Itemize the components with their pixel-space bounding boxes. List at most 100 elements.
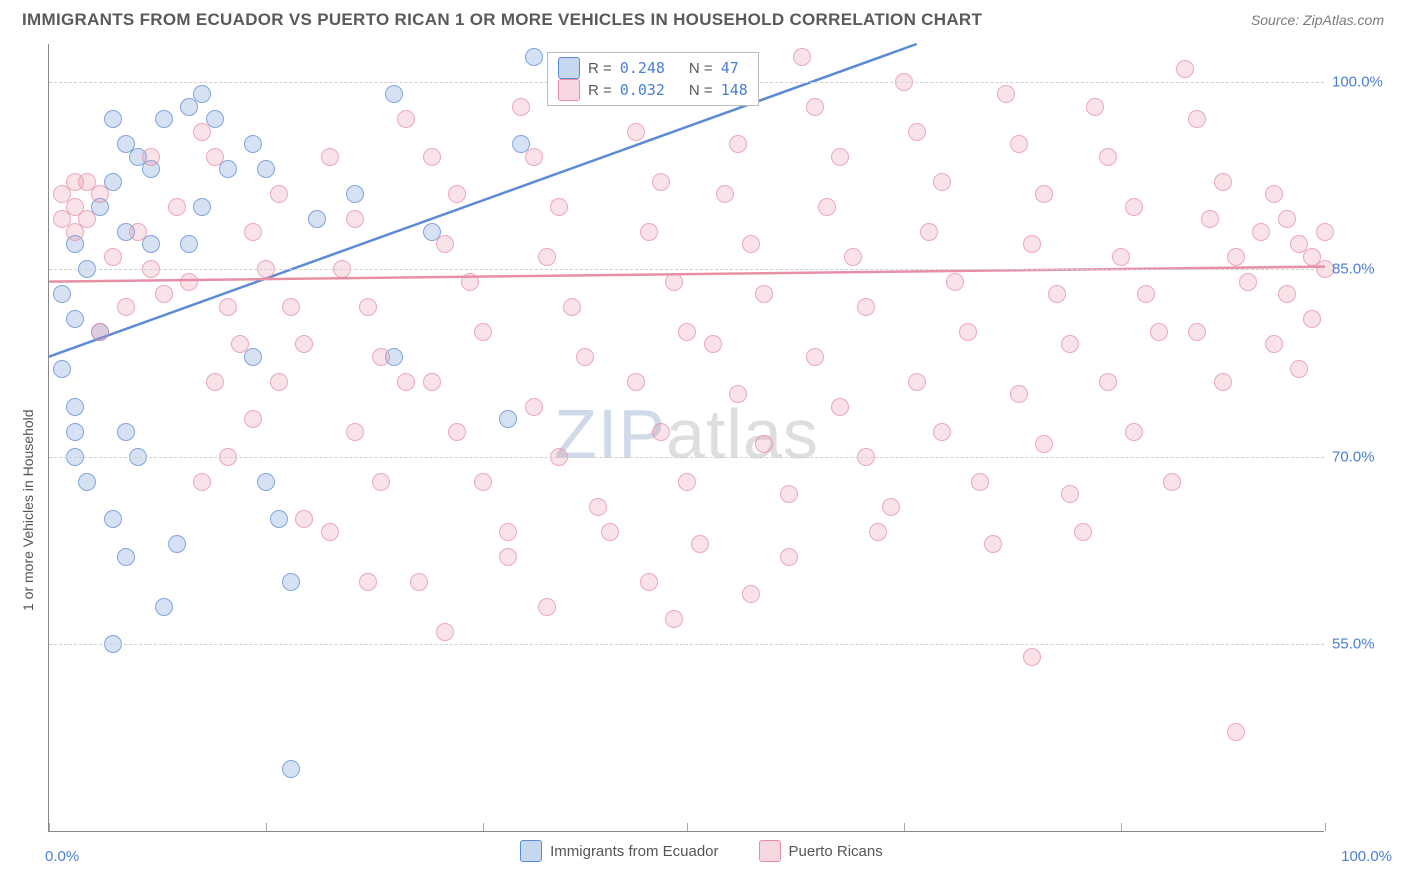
data-point	[1188, 110, 1206, 128]
data-point	[1227, 248, 1245, 266]
data-point	[1010, 135, 1028, 153]
x-tick	[1325, 823, 1326, 831]
data-point	[372, 473, 390, 491]
x-tick	[483, 823, 484, 831]
data-point	[844, 248, 862, 266]
legend-label: Puerto Ricans	[789, 843, 883, 860]
n-value: 148	[721, 81, 748, 99]
data-point	[652, 423, 670, 441]
data-point	[474, 323, 492, 341]
data-point	[206, 148, 224, 166]
x-axis-max-label: 100.0%	[1341, 848, 1392, 865]
data-point	[270, 373, 288, 391]
data-point	[920, 223, 938, 241]
data-point	[461, 273, 479, 291]
data-point	[155, 285, 173, 303]
data-point	[180, 273, 198, 291]
data-point	[142, 148, 160, 166]
data-point	[436, 235, 454, 253]
data-point	[869, 523, 887, 541]
data-point	[831, 148, 849, 166]
gridline	[49, 457, 1324, 458]
data-point	[1278, 210, 1296, 228]
gridline	[49, 644, 1324, 645]
data-point	[155, 598, 173, 616]
data-point	[91, 323, 109, 341]
data-point	[1239, 273, 1257, 291]
data-point	[742, 235, 760, 253]
data-point	[270, 510, 288, 528]
legend-stats: R = 0.248 N = 47R = 0.032 N = 148	[547, 52, 759, 106]
data-point	[678, 323, 696, 341]
legend-swatch	[520, 840, 542, 862]
data-point	[193, 198, 211, 216]
data-point	[436, 623, 454, 641]
data-point	[704, 335, 722, 353]
data-point	[448, 185, 466, 203]
data-point	[168, 198, 186, 216]
data-point	[397, 110, 415, 128]
data-point	[66, 310, 84, 328]
data-point	[1137, 285, 1155, 303]
data-point	[538, 248, 556, 266]
r-value: 0.032	[620, 81, 665, 99]
data-point	[193, 123, 211, 141]
x-tick	[49, 823, 50, 831]
data-point	[729, 385, 747, 403]
data-point	[1086, 98, 1104, 116]
x-tick	[904, 823, 905, 831]
data-point	[601, 523, 619, 541]
gridline	[49, 269, 1324, 270]
data-point	[1303, 310, 1321, 328]
data-point	[91, 185, 109, 203]
y-tick-label: 100.0%	[1332, 73, 1396, 90]
data-point	[78, 473, 96, 491]
data-point	[538, 598, 556, 616]
data-point	[168, 535, 186, 553]
data-point	[499, 410, 517, 428]
data-point	[180, 235, 198, 253]
x-axis-min-label: 0.0%	[45, 848, 79, 865]
data-point	[346, 210, 364, 228]
data-point	[971, 473, 989, 491]
data-point	[806, 348, 824, 366]
data-point	[270, 185, 288, 203]
legend-item: Puerto Ricans	[759, 840, 883, 862]
data-point	[818, 198, 836, 216]
y-tick-label: 85.0%	[1332, 261, 1396, 278]
data-point	[474, 473, 492, 491]
data-point	[244, 223, 262, 241]
data-point	[1163, 473, 1181, 491]
data-point	[1188, 323, 1206, 341]
data-point	[908, 123, 926, 141]
x-tick	[687, 823, 688, 831]
data-point	[627, 373, 645, 391]
data-point	[525, 48, 543, 66]
data-point	[1316, 223, 1334, 241]
legend-swatch	[759, 840, 781, 862]
data-point	[729, 135, 747, 153]
data-point	[117, 298, 135, 316]
data-point	[665, 273, 683, 291]
data-point	[984, 535, 1002, 553]
data-point	[308, 210, 326, 228]
data-point	[525, 148, 543, 166]
data-point	[193, 473, 211, 491]
data-point	[716, 185, 734, 203]
data-point	[359, 298, 377, 316]
data-point	[499, 548, 517, 566]
data-point	[550, 198, 568, 216]
data-point	[1125, 198, 1143, 216]
data-point	[257, 473, 275, 491]
data-point	[525, 398, 543, 416]
data-point	[66, 398, 84, 416]
legend-series: Immigrants from Ecuador Puerto Ricans	[520, 840, 883, 862]
data-point	[1265, 335, 1283, 353]
data-point	[1010, 385, 1028, 403]
y-tick-label: 55.0%	[1332, 636, 1396, 653]
legend-label: Immigrants from Ecuador	[550, 843, 718, 860]
data-point	[1023, 648, 1041, 666]
legend-swatch	[558, 79, 580, 101]
data-point	[806, 98, 824, 116]
data-point	[397, 373, 415, 391]
